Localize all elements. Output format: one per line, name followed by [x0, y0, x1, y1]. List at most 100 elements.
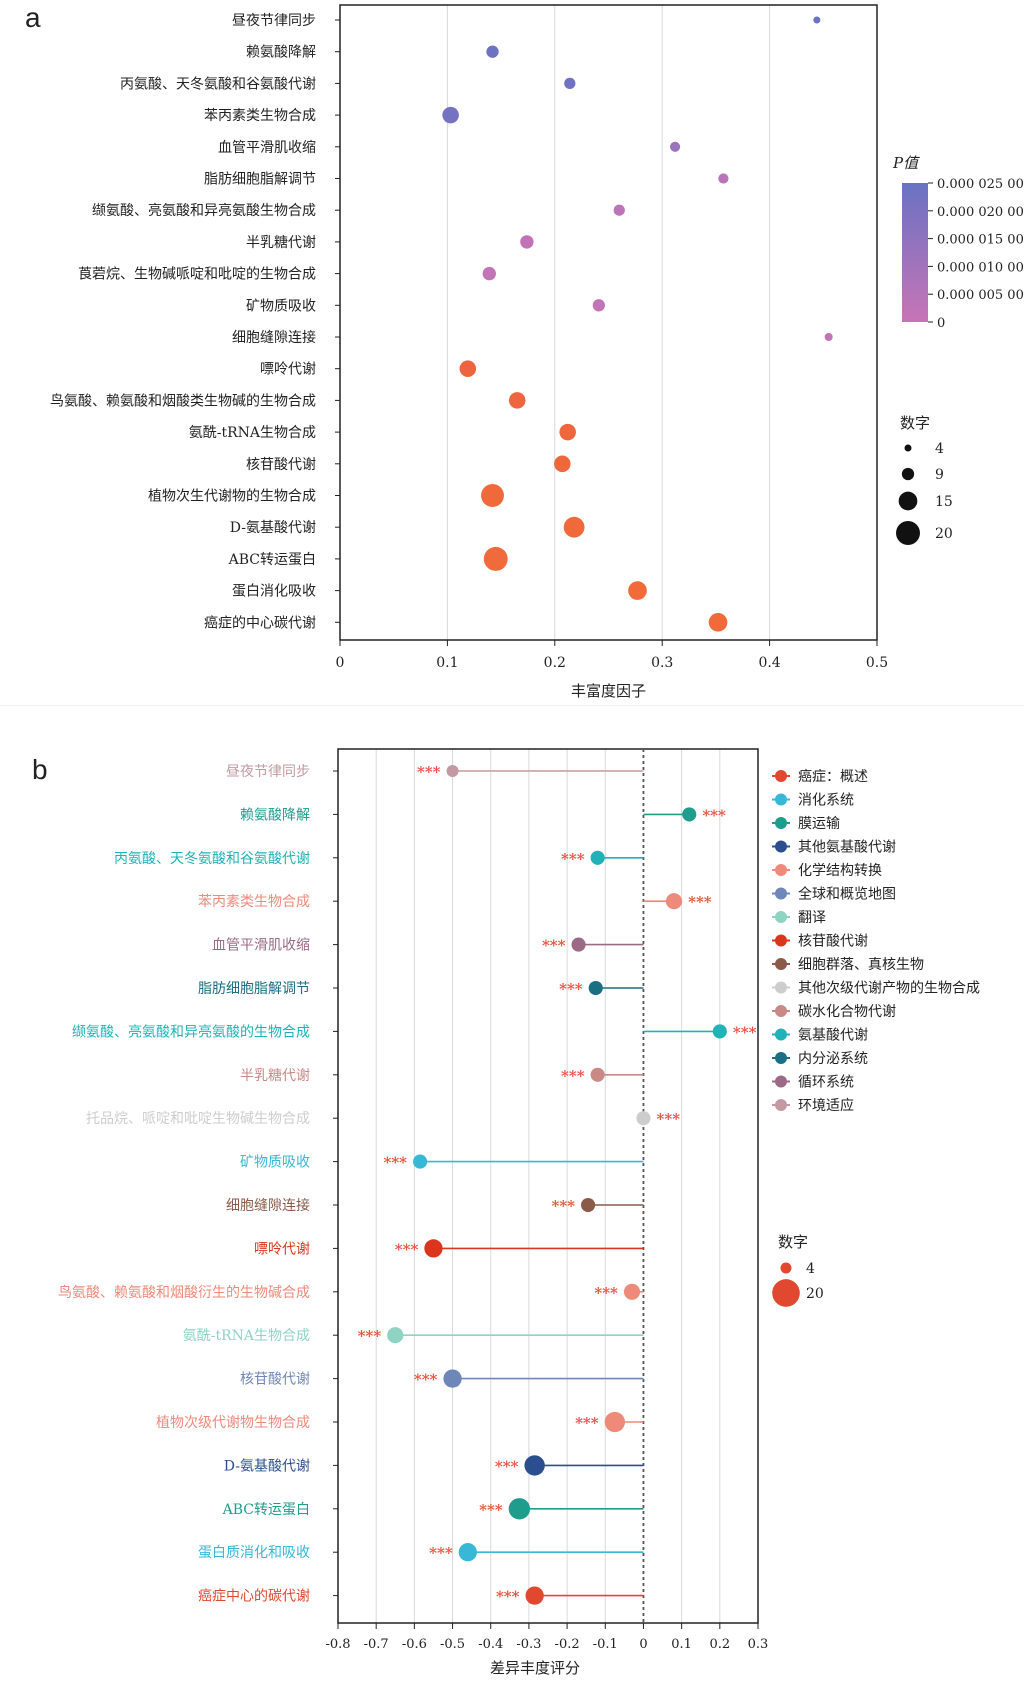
x-tick-label: 0	[639, 1637, 647, 1652]
y-tick-label: 脂肪细胞脂解调节	[198, 981, 310, 997]
significance-marker: ***	[733, 1023, 757, 1041]
legend-label: 环境适应	[798, 1097, 854, 1114]
legend-label: 膜运输	[798, 816, 840, 832]
x-tick-label: 0.2	[709, 1637, 730, 1652]
significance-marker: ***	[358, 1327, 382, 1345]
bubble-chart-a: 昼夜节律同步赖氨酸降解丙氨酸、天冬氨酸和谷氨酸代谢苯丙素类生物合成血管平滑肌收缩…	[50, 4, 1024, 700]
panel-a-label: a	[25, 2, 41, 33]
y-tick-label: 昼夜节律同步	[232, 13, 316, 29]
x-tick-label: 0	[336, 655, 345, 671]
size-legend-title: 数字	[778, 1233, 808, 1251]
legend-dot	[775, 793, 787, 806]
significance-marker: ***	[417, 763, 441, 781]
y-tick-label: ABC转运蛋白	[222, 1502, 310, 1518]
lollipop-head	[636, 1111, 651, 1126]
significance-marker: ***	[561, 1067, 585, 1085]
legend-label: 癌症：概述	[798, 769, 868, 785]
lollipop-head	[524, 1455, 545, 1476]
legend-dot	[775, 934, 787, 947]
size-legend-label: 4	[806, 1261, 815, 1277]
y-tick-label: 血管平滑肌收缩	[218, 139, 316, 156]
size-legend-dot	[904, 444, 912, 452]
lollipop-chart-b: 昼夜节律同步 *** 赖氨酸降解 *** 丙氨酸、天冬氨酸和谷氨酸代谢 *** 苯丙素类生物…	[58, 748, 980, 1677]
y-tick-label: 苯丙素类生物合成	[204, 107, 316, 124]
significance-marker: ***	[495, 1457, 519, 1475]
size-legend-dot	[901, 467, 915, 481]
legend-label: 消化系统	[798, 793, 854, 809]
color-legend-label: 0.000 020 00	[937, 205, 1024, 220]
y-tick-label: 苯丙素类生物合成	[198, 893, 310, 910]
y-tick-label: 缬氨酸、亮氨酸和异亮氨酸的生物合成	[72, 1023, 310, 1040]
y-tick-label: 赖氨酸降解	[240, 807, 310, 823]
size-legend-dot	[772, 1279, 800, 1307]
x-tick-label: 0.1	[671, 1637, 692, 1652]
legend-label: 其他氨基酸代谢	[798, 839, 896, 856]
legend-label: 翻译	[798, 910, 826, 926]
bubble-point	[559, 423, 576, 441]
y-tick-label: 蛋白消化吸收	[232, 584, 316, 600]
bubble-point	[486, 45, 499, 58]
y-tick-label: 蛋白质消化和吸收	[198, 1545, 310, 1561]
y-tick-label: 氨酰-tRNA生物合成	[189, 425, 316, 441]
legend-label: 其他次级代谢产物的生物合成	[798, 981, 980, 997]
bubble-point	[592, 299, 605, 312]
legend-dot	[775, 1099, 787, 1111]
significance-marker: ***	[395, 1240, 419, 1258]
bubble-point	[813, 16, 821, 24]
plot-frame	[337, 748, 759, 1624]
bubble-point	[824, 332, 833, 342]
x-tick-label: 0.5	[866, 655, 888, 671]
legend-label: 全球和概览地图	[798, 886, 896, 903]
x-tick-label: -0.6	[402, 1637, 427, 1652]
y-tick-label: 鸟氨酸、赖氨酸和烟酸类生物碱的生物合成	[50, 393, 316, 409]
size-legend-label: 4	[935, 441, 944, 457]
legend-dot	[775, 864, 787, 876]
bubble-point	[442, 106, 459, 124]
color-legend-title: P值	[892, 154, 920, 172]
y-tick-label: D-氨基酸代谢	[230, 519, 316, 536]
color-legend-label: 0.000 010 00	[937, 260, 1024, 275]
lollipop-head	[571, 937, 586, 952]
legend-dot	[775, 770, 787, 782]
lollipop-head	[590, 850, 605, 865]
y-tick-label: 嘌呤代谢	[260, 362, 316, 378]
size-legend-title: 数字	[900, 414, 930, 432]
significance-marker: ***	[688, 893, 712, 911]
legend-label: 氨基酸代谢	[798, 1027, 868, 1044]
significance-marker: ***	[414, 1371, 438, 1389]
x-axis-title: 丰富度因子	[571, 682, 646, 700]
significance-marker: ***	[657, 1110, 681, 1128]
y-tick-label: 细胞缝隙连接	[232, 329, 316, 346]
y-tick-label: 核苷酸代谢	[246, 457, 316, 473]
panel-b: b 昼夜节律同步 *** 赖氨酸降解 *** 丙氨酸、天冬氨酸和谷氨酸代谢 *** 苯丙素类…	[0, 705, 1024, 1681]
legend-dot	[775, 887, 787, 900]
color-legend-label: 0.000 025 00	[937, 177, 1024, 192]
color-legend-label: 0.000 005 00	[937, 288, 1024, 303]
legend-dot	[775, 981, 787, 994]
significance-marker: ***	[429, 1544, 453, 1562]
color-legend-bar	[902, 183, 928, 322]
y-tick-label: 癌症的中心碳代谢	[204, 615, 316, 631]
y-tick-label: 昼夜节律同步	[226, 764, 310, 780]
x-tick-label: 0.3	[748, 1637, 769, 1652]
y-tick-label: 植物次级代谢物生物合成	[156, 1415, 310, 1431]
lollipop-head	[387, 1327, 404, 1344]
y-tick-label: 丙氨酸、天冬氨酸和谷氨酸代谢	[120, 76, 316, 92]
y-tick-label: ABC转运蛋白	[228, 552, 316, 568]
legend-dot	[775, 1028, 787, 1041]
x-tick-label: -0.7	[364, 1637, 389, 1652]
y-tick-label: 核苷酸代谢	[240, 1372, 310, 1388]
panel-a: a 昼夜节律同步 赖氨酸降解 丙氨酸、天冬氨酸和谷氨酸代谢 苯丙素类生物合成 血管平滑肌…	[0, 0, 1024, 705]
size-legend-dot	[896, 521, 920, 545]
legend-dot	[775, 1005, 787, 1017]
bubble-point	[563, 516, 585, 538]
lollipop-head	[590, 1067, 605, 1082]
significance-marker: ***	[551, 1197, 575, 1215]
x-axis-title: 差异丰度评分	[490, 1659, 580, 1677]
x-tick-label: -0.1	[593, 1637, 618, 1652]
bubble-point	[459, 360, 477, 377]
lollipop-head	[665, 893, 683, 910]
lollipop-head	[508, 1498, 531, 1520]
panel-b-label: b	[32, 754, 48, 785]
legend-label: 细胞群落、真核生物	[798, 957, 924, 973]
